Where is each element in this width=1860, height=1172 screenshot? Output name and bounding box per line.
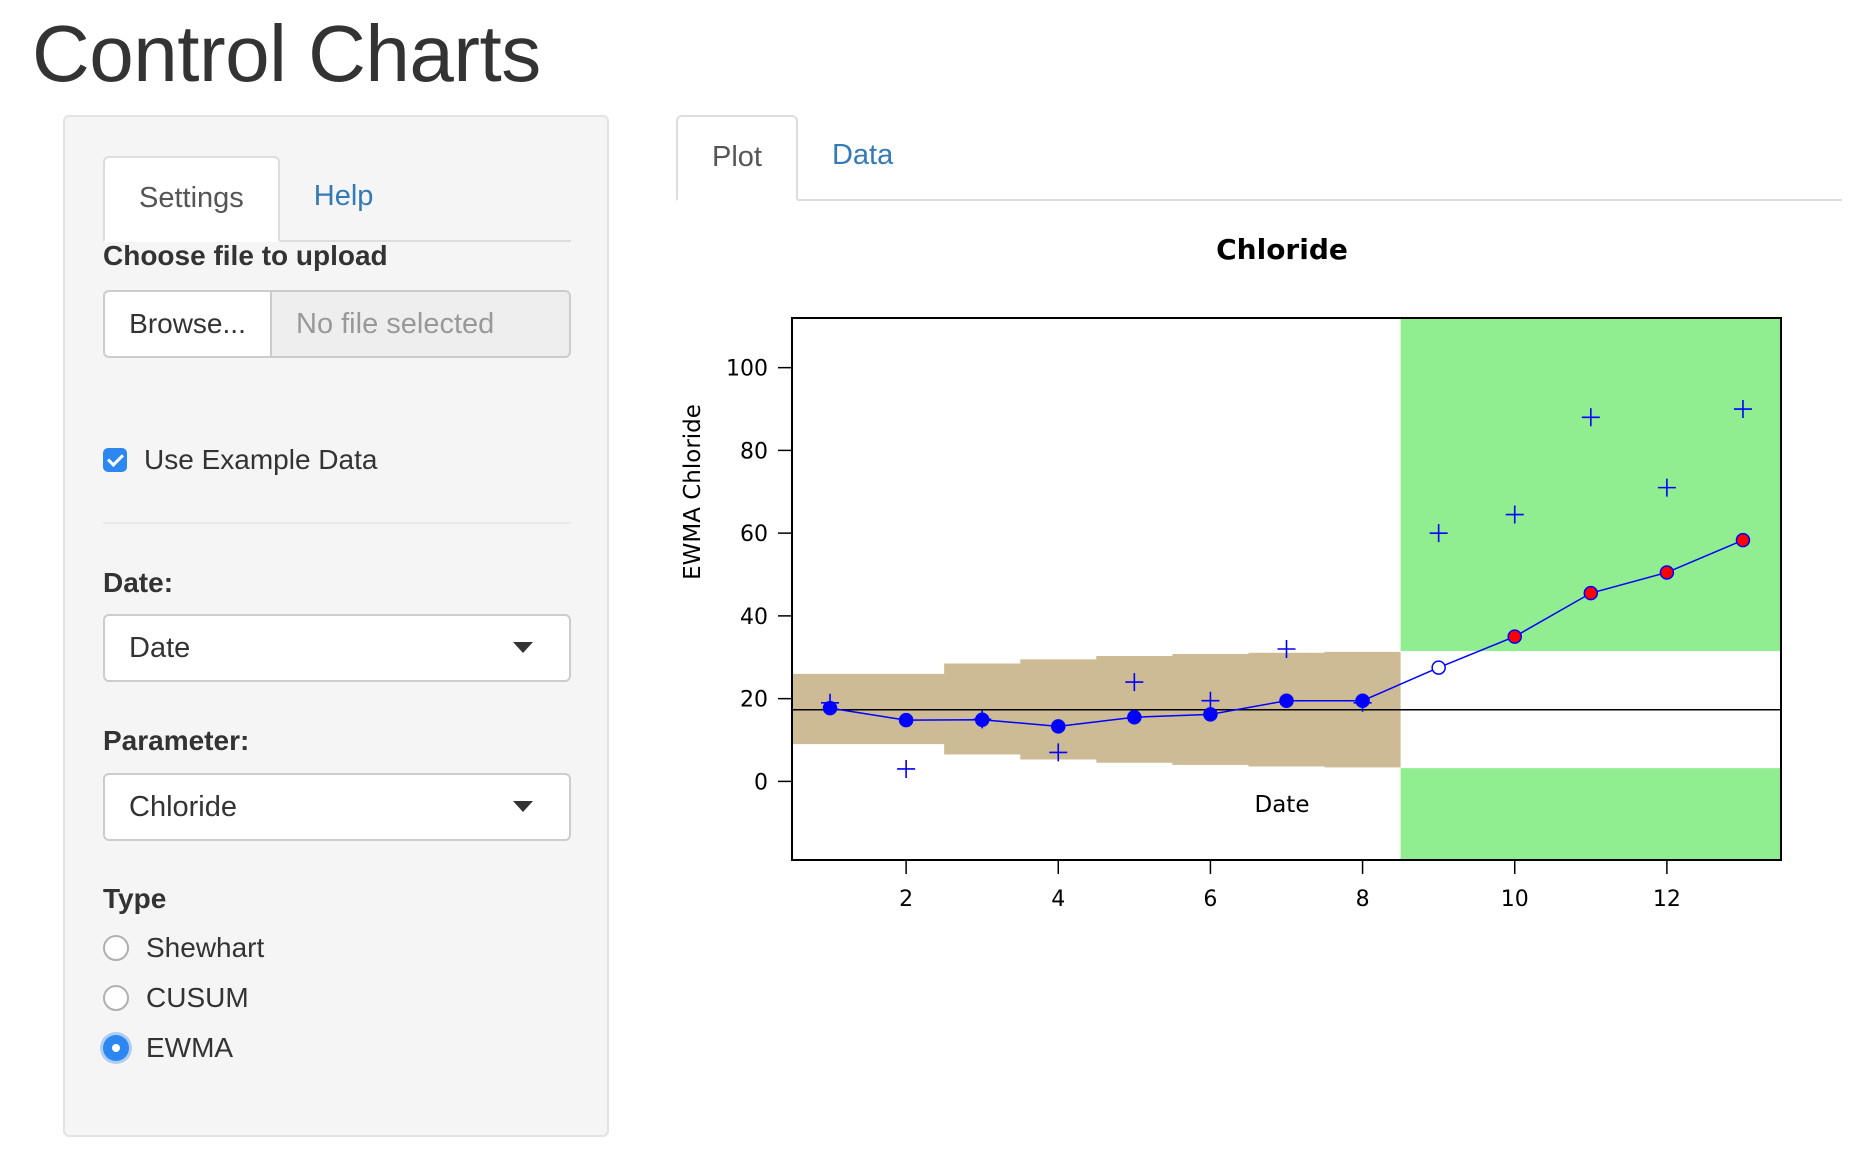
upper-out-of-control-region — [1400, 318, 1781, 652]
ewma-point — [974, 712, 990, 727]
observation-marker — [1125, 673, 1144, 692]
y-axis: 0 20 40 60 80 100 — [726, 357, 792, 795]
observation-marker — [1733, 400, 1752, 419]
plot-frame — [791, 317, 1782, 861]
chevron-down-icon — [513, 642, 533, 653]
observation-marker — [1581, 408, 1600, 427]
y-tick-label: 40 — [740, 605, 768, 630]
x-axis-label: Date — [1255, 792, 1310, 818]
x-tick-label: 8 — [1356, 887, 1370, 912]
ewma-point — [1203, 707, 1218, 722]
observation-marker — [1429, 524, 1448, 543]
date-select[interactable]: Date — [103, 614, 571, 682]
x-tick-label: 6 — [1203, 887, 1217, 912]
x-tick-label: 10 — [1501, 887, 1529, 912]
chart-title: Chloride — [1216, 233, 1348, 266]
plot-area — [791, 317, 1782, 861]
y-tick-label: 0 — [754, 770, 768, 795]
observation-marker — [1201, 691, 1220, 710]
type-option-ewma[interactable]: EWMA — [103, 1032, 233, 1064]
observation-marker — [1657, 478, 1676, 497]
type-option-cusum[interactable]: CUSUM — [103, 982, 249, 1014]
ewma-point — [898, 712, 914, 728]
observation-marker — [1505, 505, 1524, 524]
ewma-chart: 2 4 6 8 10 12 0 20 40 60 80 100 Chloride Date EWMA… — [680, 233, 1782, 912]
date-select-value: Date — [129, 632, 191, 664]
date-label: Date: — [103, 567, 174, 598]
main-tabs: Plot Data — [676, 115, 1842, 201]
use-example-data-label: Use Example Data — [144, 444, 378, 475]
tab-data[interactable]: Data — [831, 139, 894, 171]
ewma-point — [1051, 719, 1066, 734]
tab-plot[interactable]: Plot — [676, 115, 798, 201]
observation-marker — [897, 759, 916, 778]
observation-marker — [1277, 639, 1296, 658]
cusum-label: CUSUM — [146, 982, 249, 1013]
shewhart-radio[interactable] — [103, 935, 129, 961]
divider — [103, 522, 571, 524]
cusum-radio[interactable] — [103, 985, 129, 1011]
ewma-point — [1431, 660, 1446, 675]
x-tick-label: 12 — [1653, 887, 1681, 912]
ewma-points — [822, 532, 1751, 734]
ewma-point — [1507, 629, 1522, 644]
type-label: Type — [103, 883, 167, 914]
ewma-label: EWMA — [146, 1032, 234, 1063]
control-bands — [792, 318, 1781, 860]
ewma-point — [1279, 693, 1294, 708]
chevron-down-icon — [513, 801, 533, 812]
file-upload-group: Browse... No file selected — [103, 290, 571, 358]
parameter-label: Parameter: — [103, 725, 250, 756]
ewma-radio[interactable] — [103, 1035, 129, 1061]
x-axis: 2 4 6 8 10 12 — [899, 860, 1681, 912]
y-tick-label: 20 — [740, 688, 768, 713]
tab-settings[interactable]: Settings — [103, 156, 280, 242]
x-tick-label: 4 — [1051, 887, 1065, 912]
y-tick-label: 80 — [740, 439, 768, 464]
sidebar-panel: Settings Help Choose file to upload Brow… — [63, 115, 609, 1137]
ewma-point — [1583, 585, 1599, 601]
y-axis-label: EWMA Chloride — [680, 404, 706, 580]
lower-out-of-control-region — [1400, 768, 1781, 860]
type-option-shewhart[interactable]: Shewhart — [103, 932, 264, 964]
use-example-data-checkbox[interactable] — [103, 448, 127, 472]
ewma-point — [1735, 532, 1751, 548]
ewma-point — [1355, 693, 1370, 708]
ewma-point — [822, 700, 838, 716]
file-upload-label: Choose file to upload — [103, 240, 388, 271]
shewhart-label: Shewhart — [146, 932, 265, 963]
tab-help[interactable]: Help — [313, 180, 374, 212]
y-tick-label: 100 — [726, 357, 768, 382]
x-tick-label: 2 — [899, 887, 913, 912]
use-example-data-row[interactable]: Use Example Data — [103, 444, 377, 476]
file-name-field[interactable]: No file selected — [272, 290, 571, 358]
ewma-point — [1659, 565, 1675, 580]
observation-marker — [1049, 743, 1068, 762]
y-tick-label: 60 — [740, 522, 768, 547]
parameter-select[interactable]: Chloride — [103, 773, 571, 841]
parameter-select-value: Chloride — [129, 791, 237, 823]
sidebar-tabs: Settings Help — [103, 156, 571, 242]
browse-button[interactable]: Browse... — [103, 290, 272, 358]
page-title: Control Charts — [32, 9, 541, 98]
ewma-point — [1127, 710, 1142, 725]
